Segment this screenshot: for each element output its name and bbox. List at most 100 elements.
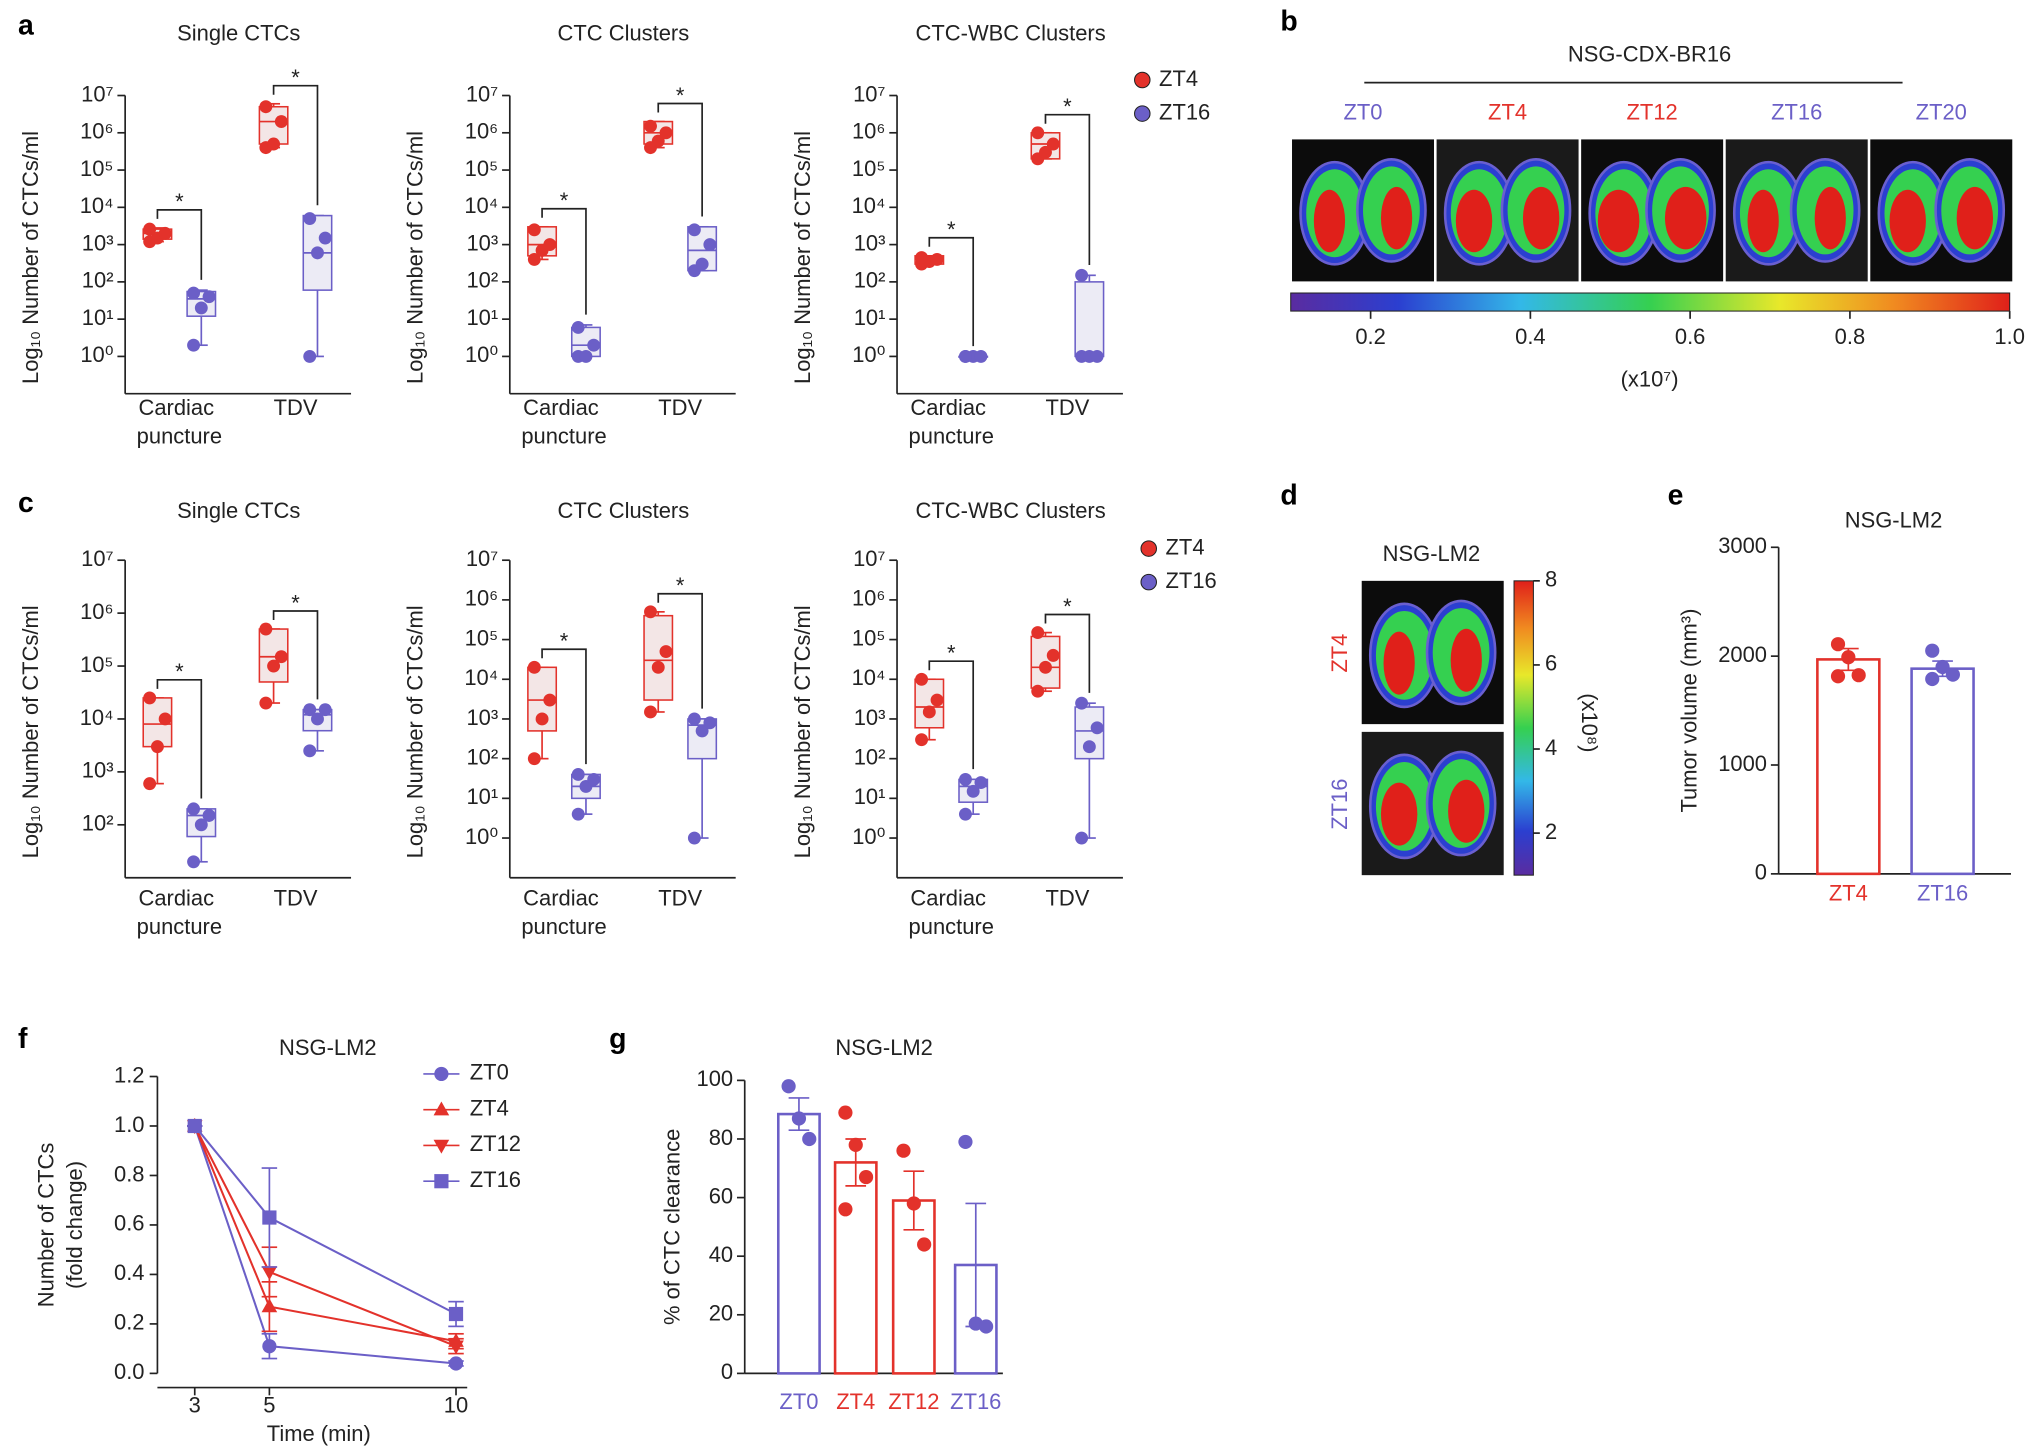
legend-label: ZT4 (470, 1095, 509, 1120)
data-point (261, 1266, 278, 1281)
data-point (958, 349, 972, 363)
data-point (695, 257, 709, 271)
x-tick-label: 3 (189, 1393, 201, 1418)
data-point (259, 100, 273, 114)
chart-title: NSG-LM2 (279, 1035, 377, 1060)
y-axis-label: Tumor volume (mm³) (1677, 609, 1702, 813)
y-tick-label: 10³ (82, 758, 114, 783)
y-tick-label: 10⁶ (852, 119, 885, 144)
y-axis-label: Log₁₀ Number of CTCs/ml (18, 605, 43, 858)
legend-label: ZT16 (470, 1167, 521, 1192)
bar (1816, 658, 1881, 876)
y-tick-label: 10⁴ (852, 193, 886, 218)
y-axis-label: Log₁₀ Number of CTCs/ml (403, 605, 428, 858)
data-point (915, 733, 929, 747)
panel-letter: f (18, 1023, 28, 1055)
signal-high (1814, 186, 1846, 250)
data-point (644, 119, 657, 133)
data-point (262, 1339, 277, 1354)
box-plot (914, 672, 945, 747)
data-point (587, 772, 601, 786)
colorbar-tick-label: 0.8 (1835, 324, 1866, 349)
data-point (274, 115, 288, 129)
series-line (193, 1125, 457, 1343)
data-point (311, 246, 324, 260)
legend-label: ZT4 (1166, 534, 1205, 559)
data-point (527, 752, 541, 766)
data-point (1830, 637, 1846, 652)
box-plot (1074, 268, 1105, 363)
panel-letter: c (18, 487, 34, 519)
y-tick-label: 10³ (466, 230, 498, 255)
box-plot (643, 119, 674, 155)
box-plot (570, 767, 601, 821)
bioluminescence-image (1870, 139, 2013, 282)
box-plot (1030, 626, 1061, 698)
data-point (303, 212, 317, 226)
chart-title: Single CTCs (177, 498, 300, 523)
data-point (448, 1340, 464, 1355)
data-point (303, 349, 317, 363)
data-point (1841, 650, 1856, 665)
image-label: ZT16 (1771, 99, 1822, 124)
data-point (202, 290, 216, 304)
y-tick-label: 10¹ (466, 784, 498, 809)
y-tick-label: 10⁷ (853, 81, 885, 106)
legend-marker (433, 1139, 450, 1154)
data-point (838, 1202, 853, 1217)
chart-title: CTC-WBC Clusters (916, 21, 1106, 46)
significance-bracket (156, 209, 203, 280)
data-point (1031, 626, 1045, 640)
chart-title: NSG-CDX-BR16 (1568, 41, 1731, 66)
y-tick-label: 2000 (1718, 642, 1767, 667)
data-point (958, 772, 972, 786)
data-point (930, 252, 944, 266)
x-axis-label: Time (min) (267, 1421, 371, 1446)
significance-bracket (272, 84, 319, 206)
panel-letter: b (1280, 6, 1297, 38)
significance-bracket (657, 592, 703, 709)
signal-high (1380, 186, 1413, 250)
chart-title: NSG-LM2 (1845, 507, 1943, 532)
y-tick-label: 10² (82, 268, 114, 293)
y-tick-label: 10⁶ (80, 119, 113, 144)
bioluminescence-image (1436, 139, 1579, 282)
bar (833, 1161, 878, 1375)
y-tick-label: 10⁷ (466, 546, 498, 571)
significance-label: * (291, 65, 300, 90)
data-point (703, 716, 717, 730)
data-point (922, 705, 936, 719)
data-point (571, 320, 585, 334)
box-plot (302, 212, 333, 363)
y-tick-label: 1.2 (114, 1062, 144, 1087)
data-point (915, 251, 929, 264)
y-tick-label: 10⁵ (80, 652, 114, 677)
significance-bracket (272, 610, 319, 700)
significance-label: * (676, 573, 685, 598)
data-point (915, 672, 929, 686)
data-point (143, 691, 157, 705)
legend-label: ZT16 (1166, 568, 1217, 593)
data-point (187, 338, 201, 352)
y-tick-label: 10⁷ (466, 81, 498, 106)
x-tick-label: ZT16 (1917, 880, 1968, 905)
data-point (303, 744, 317, 758)
signal-high (1597, 189, 1640, 253)
data-point (791, 1111, 807, 1126)
y-tick-label: 10¹ (82, 305, 114, 330)
data-point (543, 238, 557, 252)
x-tick-label: ZT12 (888, 1389, 939, 1414)
signal-high (1889, 189, 1926, 253)
data-point (958, 807, 972, 821)
y-tick-label: 80 (709, 1125, 733, 1150)
y-tick-label: 10⁴ (80, 193, 114, 218)
chart-title: CTC Clusters (558, 21, 690, 46)
y-tick-label: 10⁵ (465, 156, 499, 181)
data-point (1039, 145, 1052, 159)
bioluminescence-image (1581, 139, 1724, 282)
legend-label: ZT16 (1159, 99, 1210, 124)
y-tick-label: 0.4 (114, 1260, 144, 1285)
data-point (958, 1134, 973, 1150)
y-axis-label: Log₁₀ Number of CTCs/ml (790, 131, 815, 384)
